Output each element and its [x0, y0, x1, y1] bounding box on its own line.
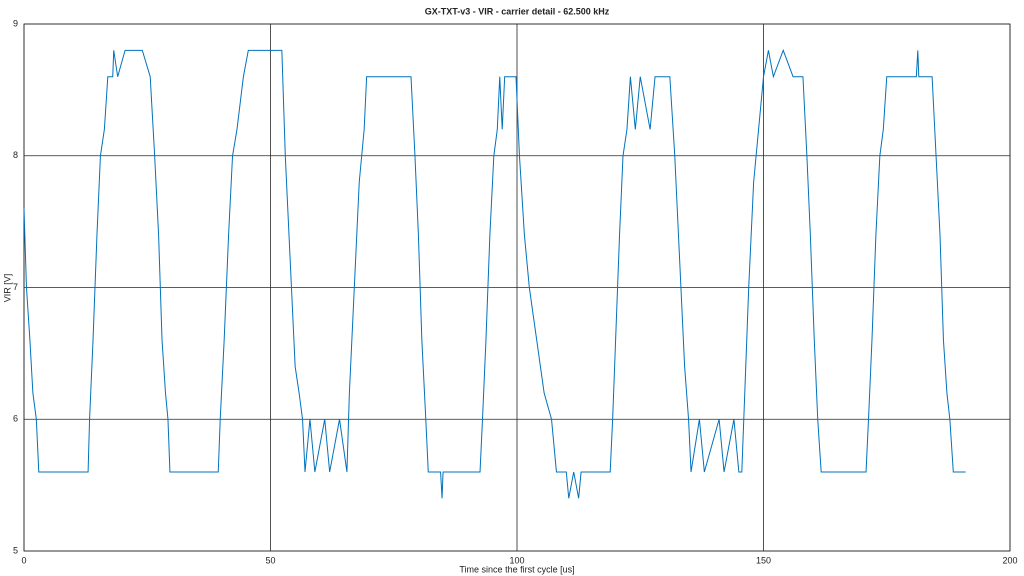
y-tick-label: 8 — [13, 150, 18, 160]
x-tick-label: 100 — [509, 555, 524, 565]
data-line — [23, 48, 966, 499]
x-tick-label: 150 — [756, 555, 771, 565]
y-tick-label: 6 — [13, 414, 18, 424]
chart-title: GX-TXT-v3 - VIR - carrier detail - 62.50… — [425, 6, 610, 16]
y-tick-label: 9 — [13, 18, 18, 28]
x-axis-label: Time since the first cycle [us] — [459, 564, 574, 574]
y-axis-label: VIR [V] — [2, 274, 12, 303]
y-tick-label: 5 — [13, 545, 18, 555]
y-tick-label: 7 — [13, 282, 18, 292]
x-tick-label: 0 — [21, 555, 26, 565]
x-tick-label: 200 — [1002, 555, 1017, 565]
x-tick-label: 50 — [265, 555, 275, 565]
